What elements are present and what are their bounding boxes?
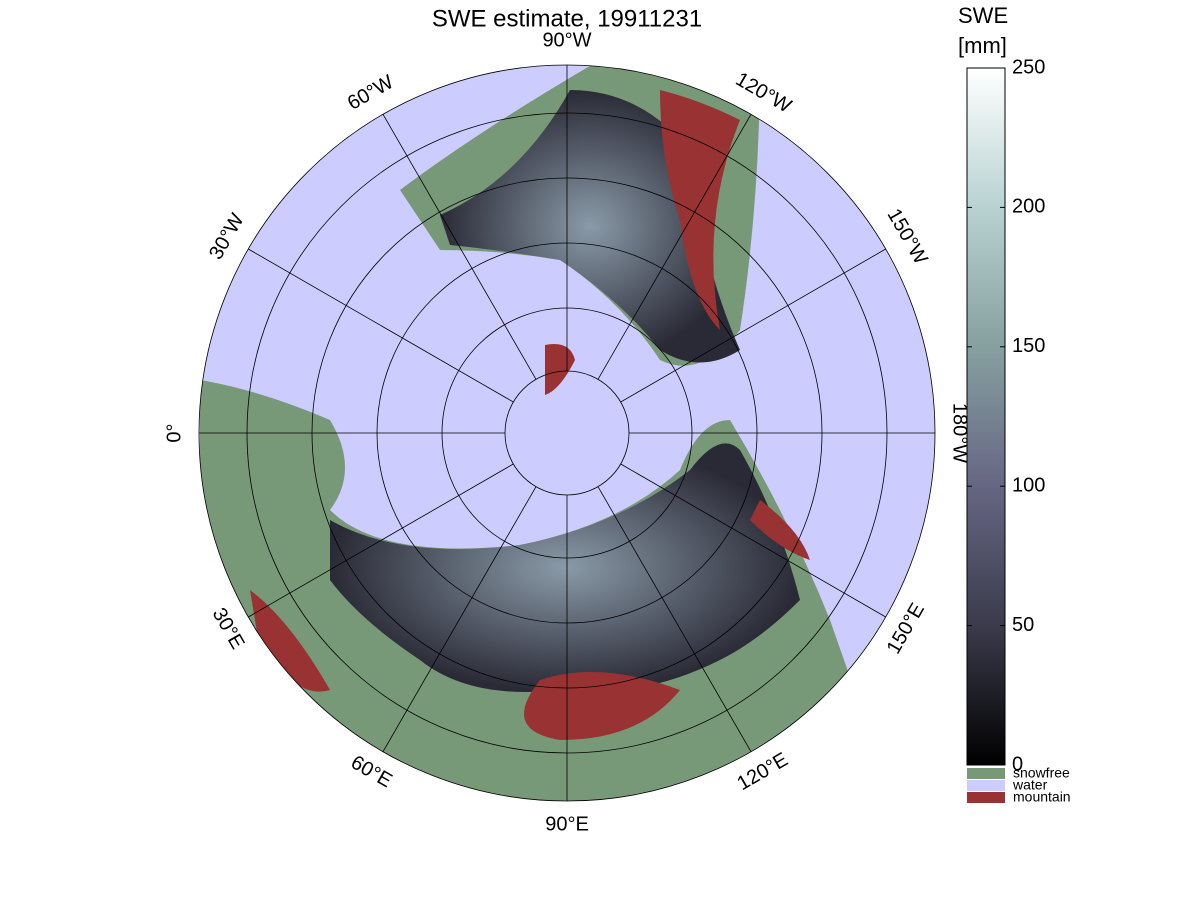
meridian <box>248 248 514 403</box>
meridian-label: 90°W <box>542 29 591 51</box>
colorbar-label: SWE <box>958 3 1008 28</box>
land-mountain <box>250 590 330 692</box>
meridian-label: 180°W <box>949 403 971 463</box>
colorbar-tick-label: 250 <box>1012 56 1045 78</box>
land-snow <box>330 443 800 692</box>
legend-label: water <box>1012 777 1048 793</box>
meridian <box>597 114 752 380</box>
meridian <box>620 248 886 403</box>
meridian-label: 0° <box>163 423 185 442</box>
colorbar <box>966 67 1006 766</box>
land-mountain <box>750 500 810 560</box>
land-snow <box>440 90 740 363</box>
legend-swatch <box>967 768 1005 779</box>
legend-swatch <box>967 780 1005 791</box>
legend-swatch <box>967 792 1005 803</box>
meridian-label: 60°E <box>347 751 396 792</box>
colorbar-tick-label: 200 <box>1012 196 1045 218</box>
meridian-label: 30°E <box>208 604 249 653</box>
colorbar-tick-label: 50 <box>1012 614 1034 636</box>
meridian <box>597 486 752 752</box>
meridian <box>248 463 514 618</box>
map-area <box>199 65 935 801</box>
meridian <box>382 114 537 380</box>
colorbar-label: [mm] <box>958 33 1007 58</box>
land-mountain <box>660 90 740 330</box>
meridian-label: 90°E <box>545 813 589 835</box>
meridian <box>382 486 537 752</box>
map-title: SWE estimate, 19911231 <box>432 5 702 32</box>
legend-label: mountain <box>1013 789 1071 805</box>
meridian-label: 60°W <box>344 71 398 115</box>
legend-label: snowfree <box>1013 765 1070 781</box>
land-mountain <box>545 344 575 395</box>
land-mountain <box>524 672 680 740</box>
colorbar-tick-label: 100 <box>1012 474 1045 496</box>
colorbar-tick-label: 0 <box>1012 753 1023 775</box>
graticule <box>198 64 936 802</box>
meridian <box>620 463 886 618</box>
colorbar-tick-label: 150 <box>1012 335 1045 357</box>
meridian-label: 30°W <box>205 210 249 264</box>
